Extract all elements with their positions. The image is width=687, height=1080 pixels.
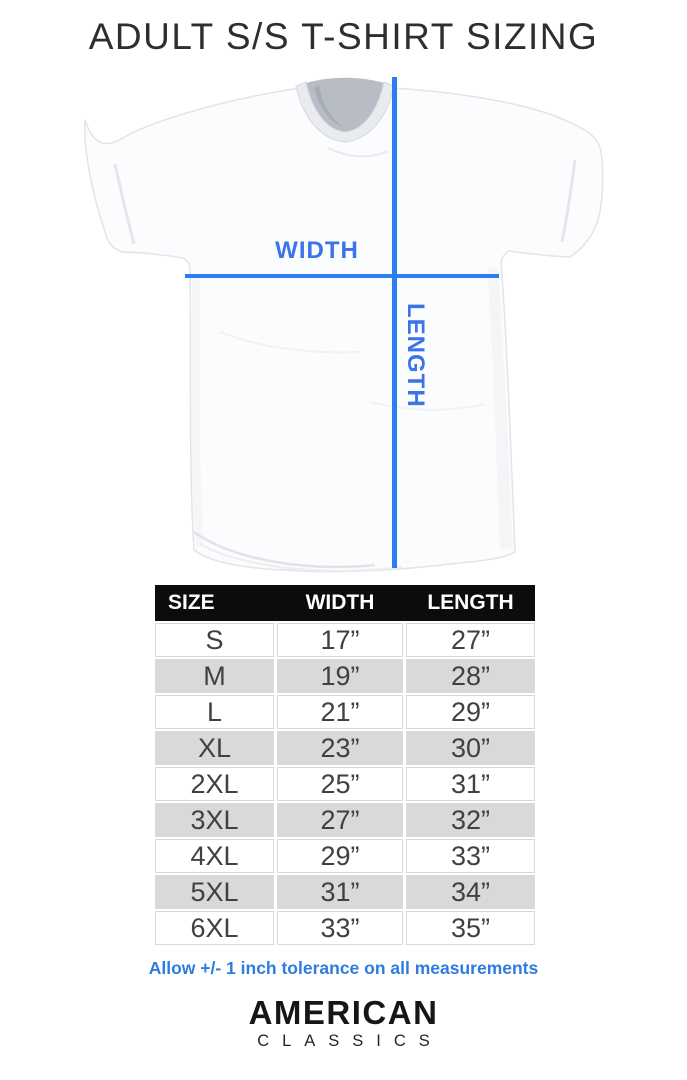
table-row: L 21” 29”	[155, 695, 535, 729]
width-label: WIDTH	[275, 237, 359, 264]
size-table-body: S 17” 27” M 19” 28” L 21” 29” XL 23” 30”…	[155, 623, 535, 945]
length-cell: 34”	[406, 875, 535, 909]
length-cell: 28”	[406, 659, 535, 693]
size-cell: S	[155, 623, 274, 657]
brand-name-classics: CLASSICS	[257, 1032, 443, 1050]
brand-name-american: AMERICAN	[248, 994, 439, 1031]
size-table: SIZE WIDTH LENGTH S 17” 27” M 19” 28” L …	[155, 585, 535, 945]
length-cell: 27”	[406, 623, 535, 657]
width-measure-line	[185, 274, 499, 278]
size-table-header: SIZE WIDTH LENGTH	[155, 585, 535, 621]
table-row: 6XL 33” 35”	[155, 911, 535, 945]
length-cell: 30”	[406, 731, 535, 765]
width-cell: 31”	[277, 875, 403, 909]
length-cell: 35”	[406, 911, 535, 945]
header-width: WIDTH	[305, 591, 375, 614]
length-cell: 29”	[406, 695, 535, 729]
tshirt-image	[84, 77, 604, 573]
width-cell: 19”	[277, 659, 403, 693]
table-row: 3XL 27” 32”	[155, 803, 535, 837]
brand-logo: AMERICAN CLASSICS	[0, 996, 687, 1051]
table-row: XL 23” 30”	[155, 731, 535, 765]
length-measure-line	[392, 77, 397, 568]
width-cell: 21”	[277, 695, 403, 729]
width-cell: 33”	[277, 911, 403, 945]
size-cell: 5XL	[155, 875, 274, 909]
width-cell: 17”	[277, 623, 403, 657]
width-cell: 29”	[277, 839, 403, 873]
size-cell: M	[155, 659, 274, 693]
tshirt-collar	[306, 77, 384, 132]
width-cell: 23”	[277, 731, 403, 765]
length-cell: 32”	[406, 803, 535, 837]
table-row: S 17” 27”	[155, 623, 535, 657]
table-row: 5XL 31” 34”	[155, 875, 535, 909]
size-cell: 2XL	[155, 767, 274, 801]
page-title: ADULT S/S T-SHIRT SIZING	[88, 16, 599, 57]
length-cell: 31”	[406, 767, 535, 801]
table-row: 4XL 29” 33”	[155, 839, 535, 873]
table-row: 2XL 25” 31”	[155, 767, 535, 801]
header-size: SIZE	[168, 591, 215, 614]
size-cell: 6XL	[155, 911, 274, 945]
width-cell: 25”	[277, 767, 403, 801]
size-cell: 3XL	[155, 803, 274, 837]
length-label: LENGTH	[402, 303, 429, 408]
size-cell: XL	[155, 731, 274, 765]
width-cell: 27”	[277, 803, 403, 837]
header-length: LENGTH	[427, 591, 514, 614]
size-cell: L	[155, 695, 274, 729]
length-cell: 33”	[406, 839, 535, 873]
size-cell: 4XL	[155, 839, 274, 873]
tshirt-body	[84, 84, 604, 573]
table-row: M 19” 28”	[155, 659, 535, 693]
tolerance-note: Allow +/- 1 inch tolerance on all measur…	[148, 958, 539, 978]
